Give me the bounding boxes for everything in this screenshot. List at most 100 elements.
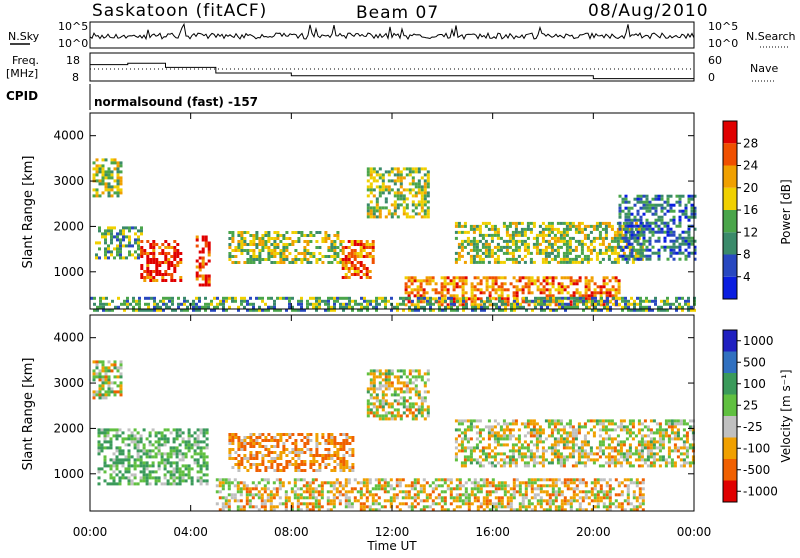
power-cell (669, 303, 672, 306)
velocity-cell (432, 481, 435, 484)
velocity-cell (185, 473, 188, 476)
power-cell (631, 249, 634, 252)
velocity-cell (137, 455, 140, 458)
power-cell (552, 279, 555, 282)
power-cell (455, 225, 458, 228)
velocity-cell (417, 490, 420, 493)
velocity-cell (636, 505, 639, 508)
velocity-cell (279, 463, 282, 466)
power-cell (467, 240, 470, 243)
power-cell (306, 258, 309, 261)
power-cell (196, 272, 199, 275)
power-cell (438, 300, 441, 303)
velocity-cell (373, 387, 376, 390)
power-cell (661, 228, 664, 231)
power-cell (563, 240, 566, 243)
power-cell (539, 243, 542, 246)
velocity-cell (554, 425, 557, 428)
power-cell (537, 279, 540, 282)
power-cell (111, 176, 114, 179)
power-cell (509, 237, 512, 240)
velocity-cell (546, 499, 549, 502)
power-cell (237, 243, 240, 246)
velocity-cell (122, 440, 125, 443)
velocity-cell (400, 396, 403, 399)
power-cell (584, 255, 587, 258)
velocity-cell (470, 455, 473, 458)
power-cell (479, 228, 482, 231)
velocity-cell (486, 499, 489, 502)
power-cell (558, 300, 561, 303)
velocity-cell (261, 439, 264, 442)
velocity-cell (164, 473, 167, 476)
velocity-cell (479, 464, 482, 467)
power-cell (394, 167, 397, 170)
velocity-cell (270, 463, 273, 466)
power-cell (545, 255, 548, 258)
power-cell (122, 256, 125, 259)
power-cell (531, 300, 534, 303)
velocity-cell (468, 478, 471, 481)
power-cell (657, 306, 660, 309)
velocity-cell (345, 439, 348, 442)
power-cell (367, 209, 370, 212)
power-cell (279, 261, 282, 264)
velocity-cell (179, 434, 182, 437)
velocity-cell (573, 490, 576, 493)
velocity-cell (435, 484, 438, 487)
power-cell (297, 240, 300, 243)
power-cell (637, 252, 640, 255)
velocity-cell (267, 481, 270, 484)
power-cell (561, 276, 564, 279)
velocity-cell (412, 405, 415, 408)
power-cell (482, 222, 485, 225)
power-cell (654, 297, 657, 300)
power-cell (536, 240, 539, 243)
velocity-cell (113, 470, 116, 473)
velocity-cell (421, 396, 424, 399)
power-cell (117, 185, 120, 188)
power-cell (596, 225, 599, 228)
velocity-cell (409, 381, 412, 384)
power-cell (394, 209, 397, 212)
velocity-cell (373, 375, 376, 378)
power-cell (255, 297, 258, 300)
power-cell (427, 215, 430, 218)
velocity-cell (427, 369, 430, 372)
power-cell (500, 261, 503, 264)
power-cell (543, 291, 546, 294)
velocity-cell (405, 493, 408, 496)
power-cell (543, 288, 546, 291)
velocity-cell (450, 493, 453, 496)
power-cell (315, 297, 318, 300)
power-cell (471, 282, 474, 285)
velocity-cell (500, 464, 503, 467)
velocity-cell (554, 449, 557, 452)
velocity-cell (385, 411, 388, 414)
velocity-cell (373, 396, 376, 399)
power-cell (673, 258, 676, 261)
power-cell (667, 231, 670, 234)
power-cell (545, 252, 548, 255)
velocity-cell (603, 505, 606, 508)
velocity-cell (516, 478, 519, 481)
velocity-cell (155, 455, 158, 458)
velocity-cell (542, 461, 545, 464)
power-cell (363, 306, 366, 309)
velocity-cell (579, 490, 582, 493)
power-cell (564, 303, 567, 306)
velocity-cell (285, 460, 288, 463)
velocity-cell (372, 487, 375, 490)
velocity-cell (252, 487, 255, 490)
power-cell (375, 306, 378, 309)
velocity-cell (351, 451, 354, 454)
power-cell (519, 279, 522, 282)
velocity-cell (569, 440, 572, 443)
velocity-cell (564, 478, 567, 481)
power-cell (122, 232, 125, 235)
power-cell (405, 303, 408, 306)
power-cell (348, 246, 351, 249)
power-cell (345, 255, 348, 258)
velocity-cell (342, 442, 345, 445)
power-cell (165, 303, 168, 306)
